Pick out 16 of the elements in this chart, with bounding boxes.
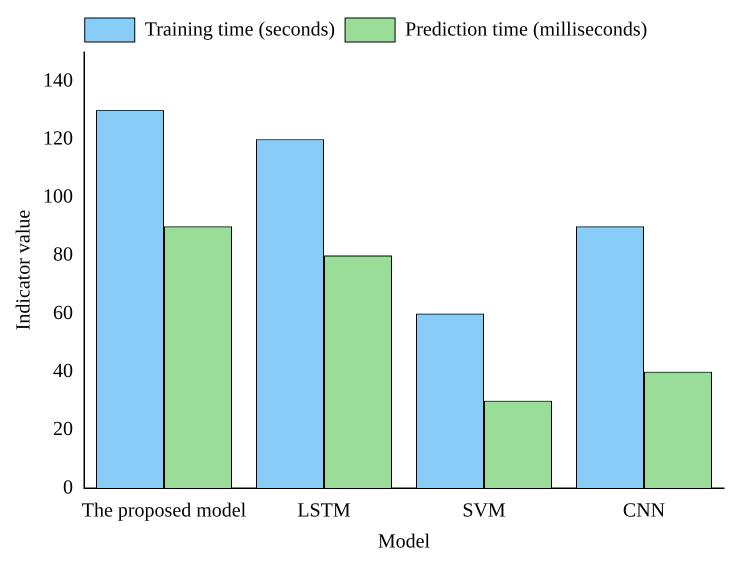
y-tick-label: 0 bbox=[63, 476, 73, 498]
x-tick-label: The proposed model bbox=[82, 499, 247, 522]
x-tick-label: CNN bbox=[622, 499, 666, 522]
y-tick-label: 40 bbox=[53, 360, 73, 382]
x-axis-title: Model bbox=[378, 530, 431, 552]
y-tick-label: 120 bbox=[43, 127, 73, 150]
x-tick-label: SVM bbox=[462, 499, 506, 522]
legend-label: Training time (seconds) bbox=[144, 18, 336, 40]
y-tick-label: 20 bbox=[53, 418, 73, 440]
y-tick-label: 60 bbox=[53, 302, 73, 324]
y-tick-label: 140 bbox=[43, 69, 73, 92]
legend-label: Prediction time (milliseconds) bbox=[405, 18, 648, 40]
x-tick-label: LSTM bbox=[297, 499, 351, 522]
y-axis-title: Indicator value bbox=[12, 210, 34, 330]
y-tick-label: 80 bbox=[53, 244, 73, 266]
y-tick-label: 100 bbox=[43, 186, 73, 208]
